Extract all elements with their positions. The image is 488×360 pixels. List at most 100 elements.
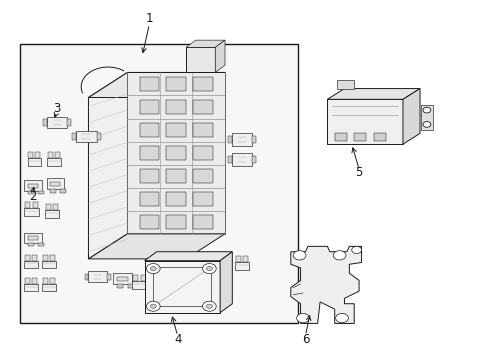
Bar bbox=[166, 146, 185, 160]
Polygon shape bbox=[420, 105, 432, 130]
Polygon shape bbox=[128, 284, 134, 288]
Polygon shape bbox=[53, 204, 58, 210]
Bar bbox=[28, 236, 38, 240]
Bar bbox=[373, 133, 385, 140]
Polygon shape bbox=[144, 252, 232, 261]
Polygon shape bbox=[43, 255, 48, 261]
Bar bbox=[193, 77, 212, 91]
Polygon shape bbox=[24, 208, 39, 216]
Polygon shape bbox=[228, 136, 232, 143]
Polygon shape bbox=[185, 40, 224, 47]
Polygon shape bbox=[76, 131, 97, 142]
Polygon shape bbox=[243, 256, 248, 262]
Polygon shape bbox=[32, 255, 37, 261]
Bar bbox=[353, 133, 366, 140]
Bar bbox=[140, 169, 159, 183]
Bar bbox=[140, 77, 159, 91]
Polygon shape bbox=[25, 278, 30, 284]
Bar bbox=[193, 100, 212, 114]
Polygon shape bbox=[88, 271, 107, 282]
Bar bbox=[166, 100, 185, 114]
Polygon shape bbox=[50, 189, 56, 193]
Polygon shape bbox=[46, 178, 64, 189]
Polygon shape bbox=[88, 234, 224, 259]
Polygon shape bbox=[168, 276, 183, 284]
Polygon shape bbox=[28, 243, 34, 246]
Circle shape bbox=[422, 107, 430, 113]
Polygon shape bbox=[232, 153, 251, 166]
Polygon shape bbox=[27, 158, 41, 166]
Bar bbox=[20, 44, 298, 323]
Text: 5: 5 bbox=[355, 166, 362, 179]
Polygon shape bbox=[43, 119, 47, 126]
Polygon shape bbox=[38, 243, 43, 246]
Polygon shape bbox=[144, 261, 220, 313]
Polygon shape bbox=[177, 270, 182, 276]
Polygon shape bbox=[42, 261, 56, 268]
Polygon shape bbox=[48, 152, 53, 158]
Polygon shape bbox=[132, 282, 147, 289]
Polygon shape bbox=[251, 136, 255, 143]
Polygon shape bbox=[55, 152, 60, 158]
Polygon shape bbox=[50, 278, 55, 284]
Polygon shape bbox=[25, 202, 30, 208]
Bar bbox=[153, 267, 211, 306]
Polygon shape bbox=[24, 233, 41, 243]
Circle shape bbox=[150, 304, 156, 309]
Polygon shape bbox=[67, 119, 71, 126]
Polygon shape bbox=[88, 72, 127, 259]
Polygon shape bbox=[158, 275, 163, 282]
Polygon shape bbox=[35, 152, 40, 158]
Polygon shape bbox=[234, 262, 249, 270]
Polygon shape bbox=[215, 40, 224, 72]
Bar bbox=[140, 100, 159, 114]
Polygon shape bbox=[327, 99, 402, 144]
Polygon shape bbox=[47, 158, 61, 166]
Polygon shape bbox=[45, 204, 51, 210]
Polygon shape bbox=[290, 246, 361, 323]
Polygon shape bbox=[117, 284, 122, 288]
Bar bbox=[140, 123, 159, 137]
Polygon shape bbox=[84, 274, 88, 280]
Circle shape bbox=[293, 251, 305, 260]
Polygon shape bbox=[72, 133, 76, 140]
Circle shape bbox=[296, 314, 309, 323]
Circle shape bbox=[150, 266, 156, 271]
Bar bbox=[166, 77, 185, 91]
Bar bbox=[193, 169, 212, 183]
Polygon shape bbox=[107, 274, 111, 280]
Polygon shape bbox=[185, 47, 215, 72]
Polygon shape bbox=[228, 156, 232, 163]
Polygon shape bbox=[336, 80, 353, 89]
Text: 4: 4 bbox=[174, 333, 181, 346]
Polygon shape bbox=[150, 275, 155, 282]
Polygon shape bbox=[32, 278, 37, 284]
Bar bbox=[193, 192, 212, 206]
Polygon shape bbox=[28, 152, 33, 158]
Circle shape bbox=[332, 251, 345, 260]
Bar bbox=[166, 192, 185, 206]
Polygon shape bbox=[44, 210, 59, 218]
Bar bbox=[117, 277, 128, 281]
Polygon shape bbox=[24, 284, 38, 291]
Polygon shape bbox=[402, 89, 419, 144]
Polygon shape bbox=[113, 273, 132, 284]
Polygon shape bbox=[141, 275, 146, 282]
Bar bbox=[193, 215, 212, 229]
Text: 2: 2 bbox=[29, 190, 36, 203]
Polygon shape bbox=[327, 89, 419, 99]
Polygon shape bbox=[235, 256, 241, 262]
Polygon shape bbox=[24, 261, 38, 268]
Bar bbox=[193, 146, 212, 160]
Bar bbox=[140, 192, 159, 206]
Bar bbox=[140, 146, 159, 160]
Bar bbox=[140, 215, 159, 229]
Polygon shape bbox=[33, 202, 38, 208]
Polygon shape bbox=[42, 284, 56, 291]
Polygon shape bbox=[220, 252, 232, 313]
Polygon shape bbox=[24, 180, 41, 191]
Polygon shape bbox=[50, 255, 55, 261]
Circle shape bbox=[422, 122, 430, 127]
Polygon shape bbox=[232, 134, 251, 146]
Polygon shape bbox=[43, 278, 48, 284]
